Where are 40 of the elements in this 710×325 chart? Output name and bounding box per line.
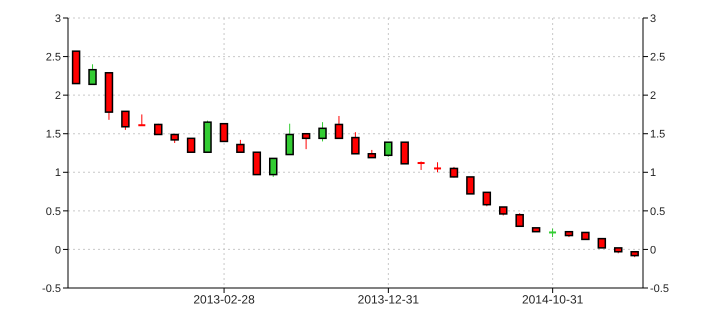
x-tick-label: 2013-02-28 [193, 292, 256, 307]
candlestick [598, 238, 606, 249]
y2-tick-label: -0.5 [650, 282, 669, 295]
y2-tick-label: 3 [650, 12, 656, 25]
candlestick [515, 212, 524, 228]
y-tick-label: 2 [54, 90, 61, 102]
candlestick [433, 162, 442, 173]
y-tick-label: -0.5 [42, 282, 61, 295]
y-tick-label: 2.5 [46, 51, 61, 64]
y2-tick-label: 2 [650, 90, 656, 102]
candlestick [351, 132, 360, 155]
y2-tick-label: 1.5 [650, 128, 666, 141]
y-tick-label: 1.5 [46, 128, 61, 141]
candlestick [466, 176, 475, 195]
y-tick-label: 3 [54, 12, 61, 25]
candlestick [88, 64, 97, 86]
y2-tick-label: 0 [650, 244, 656, 256]
candlestick [220, 122, 228, 142]
candlestick [268, 158, 278, 178]
y2-tick-label: 0.5 [650, 206, 666, 218]
candlestick [186, 138, 196, 153]
x-tick-label: 2013-12-31 [358, 292, 420, 307]
candlestick [121, 110, 130, 130]
candlestick [384, 141, 392, 158]
candlestick [334, 115, 344, 140]
y-tick-label: 0 [54, 244, 61, 256]
y2-tick-label: 2.5 [650, 51, 666, 64]
candlestick [252, 151, 262, 176]
candlestick [285, 123, 294, 156]
candlestick [400, 141, 409, 165]
candlestick [154, 123, 162, 136]
x-tick-label: 2014-10-31 [522, 292, 584, 307]
candlestick [482, 192, 492, 207]
y2-tick-label: 1 [650, 167, 656, 180]
y-tick-label: 0.5 [46, 206, 61, 218]
y-tick-label: 1 [54, 167, 61, 180]
candlestick [318, 122, 327, 142]
candlestick [137, 114, 146, 126]
candlestick [302, 132, 310, 150]
candlestick [236, 139, 245, 153]
